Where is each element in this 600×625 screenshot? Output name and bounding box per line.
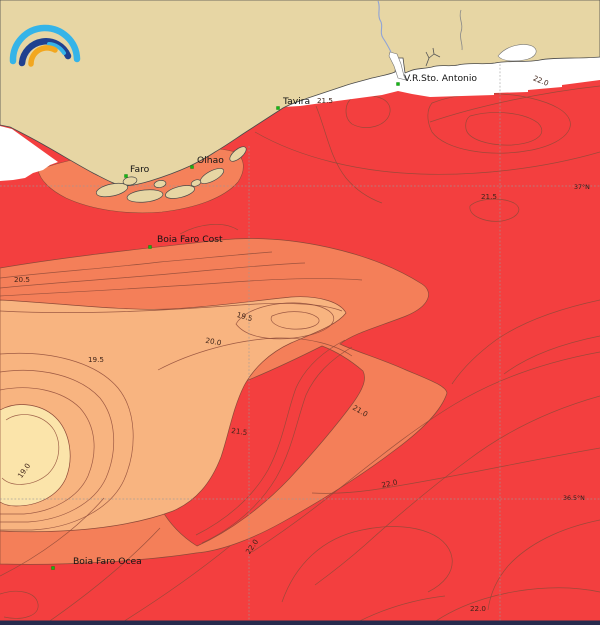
contour-label-22-0: 22.0 xyxy=(470,604,486,613)
temp-band-19-20 xyxy=(0,296,347,533)
no-data-coastal-band xyxy=(283,57,600,107)
place-label-vrsa: V.R.Sto. Antonio xyxy=(404,73,477,84)
buoy-label-faro-cost[interactable]: Boia Faro Cost xyxy=(157,234,223,245)
contour-label-21-5: 21.5 xyxy=(231,426,248,437)
contour-label-22-0: 22.0 xyxy=(381,477,399,489)
place-labels: Faro Olhao Tavira V.R.Sto. Antonio Boia … xyxy=(73,73,477,567)
coastal-pond xyxy=(497,44,537,62)
rainbow-arcs-logo xyxy=(9,24,81,67)
graticule xyxy=(0,57,600,621)
olhao-marker xyxy=(190,165,194,169)
river-guadiana xyxy=(377,0,407,81)
station-markers xyxy=(51,82,400,570)
lat-label-37n: 37°N xyxy=(574,183,590,191)
buoy-label-faro-ocea[interactable]: Boia Faro Ocea xyxy=(73,556,142,567)
buoy-faro-cost-marker[interactable] xyxy=(148,245,152,249)
place-label-faro: Faro xyxy=(130,164,150,175)
temp-band-lt-19 xyxy=(0,404,71,507)
lat-label-36-5n: 36.5°N xyxy=(563,494,585,502)
contour-label-19-5: 19.5 xyxy=(236,310,254,323)
faro-marker xyxy=(124,174,128,178)
coastal-creeks xyxy=(425,9,463,67)
tavira-marker xyxy=(276,106,280,110)
no-data-west-wedge xyxy=(0,126,58,181)
footer-bar xyxy=(0,620,600,625)
buoy-faro-ocea-marker[interactable] xyxy=(51,566,55,570)
contour-label-20-5: 20.5 xyxy=(14,275,30,284)
place-label-tavira: Tavira xyxy=(282,96,310,107)
latitude-labels: 37°N 36.5°N xyxy=(563,183,590,502)
barrier-islands xyxy=(95,146,247,203)
vrsa-marker xyxy=(396,82,400,86)
contour-label-19-5: 19.5 xyxy=(88,355,104,364)
contour-lines xyxy=(0,85,600,625)
contour-label-21-5: 21.5 xyxy=(481,192,497,201)
contour-label-20-0: 20.0 xyxy=(205,336,223,348)
place-label-olhao: Olhao xyxy=(197,155,224,166)
contour-label-21-5: 21.5 xyxy=(317,96,333,105)
